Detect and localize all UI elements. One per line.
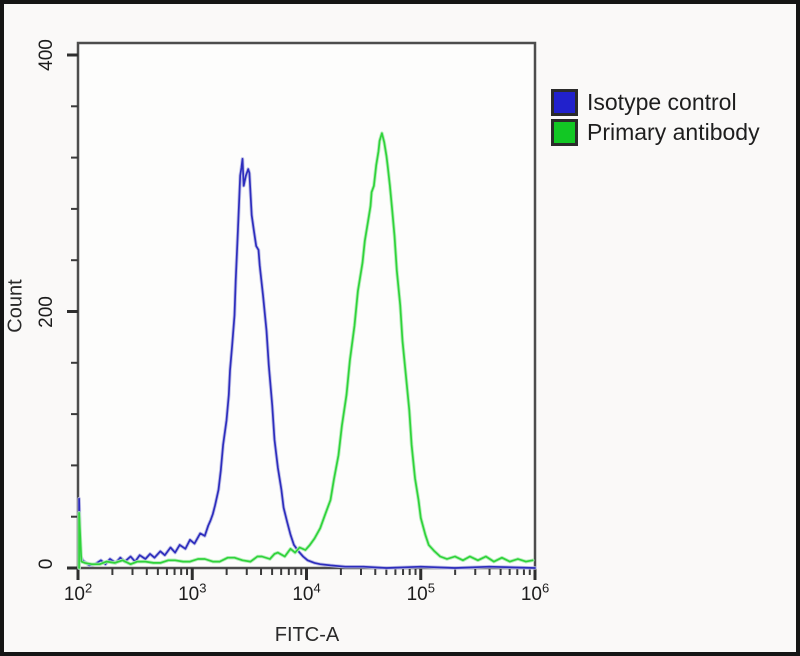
x-tick-label: 105 (406, 580, 435, 605)
x-tick-label: 106 (520, 580, 550, 605)
primary-antibody-curve (78, 132, 534, 569)
x-tick-label: 104 (292, 580, 321, 605)
y-tick-label: 200 (36, 295, 57, 328)
legend-item-isotype-control: Isotype control (551, 87, 760, 117)
x-tick-label: 103 (178, 580, 207, 605)
x-tick-label: 102 (63, 580, 93, 605)
y-tick-label: 0 (36, 558, 57, 570)
y-axis-title: Count (4, 279, 27, 333)
legend-label: Primary antibody (587, 118, 760, 145)
primary-antibody-swatch-icon (551, 118, 578, 146)
isotype-control-swatch-icon (551, 88, 578, 116)
legend-item-primary-antibody: Primary antibody (551, 117, 760, 147)
x-axis-title: FITC-A (274, 624, 340, 646)
plot-frame (76, 41, 537, 570)
legend: Isotype control Primary antibody (551, 87, 760, 147)
y-tick-label: 400 (36, 39, 57, 71)
isotype-control-curve (78, 158, 536, 569)
legend-label: Isotype control (587, 88, 737, 115)
